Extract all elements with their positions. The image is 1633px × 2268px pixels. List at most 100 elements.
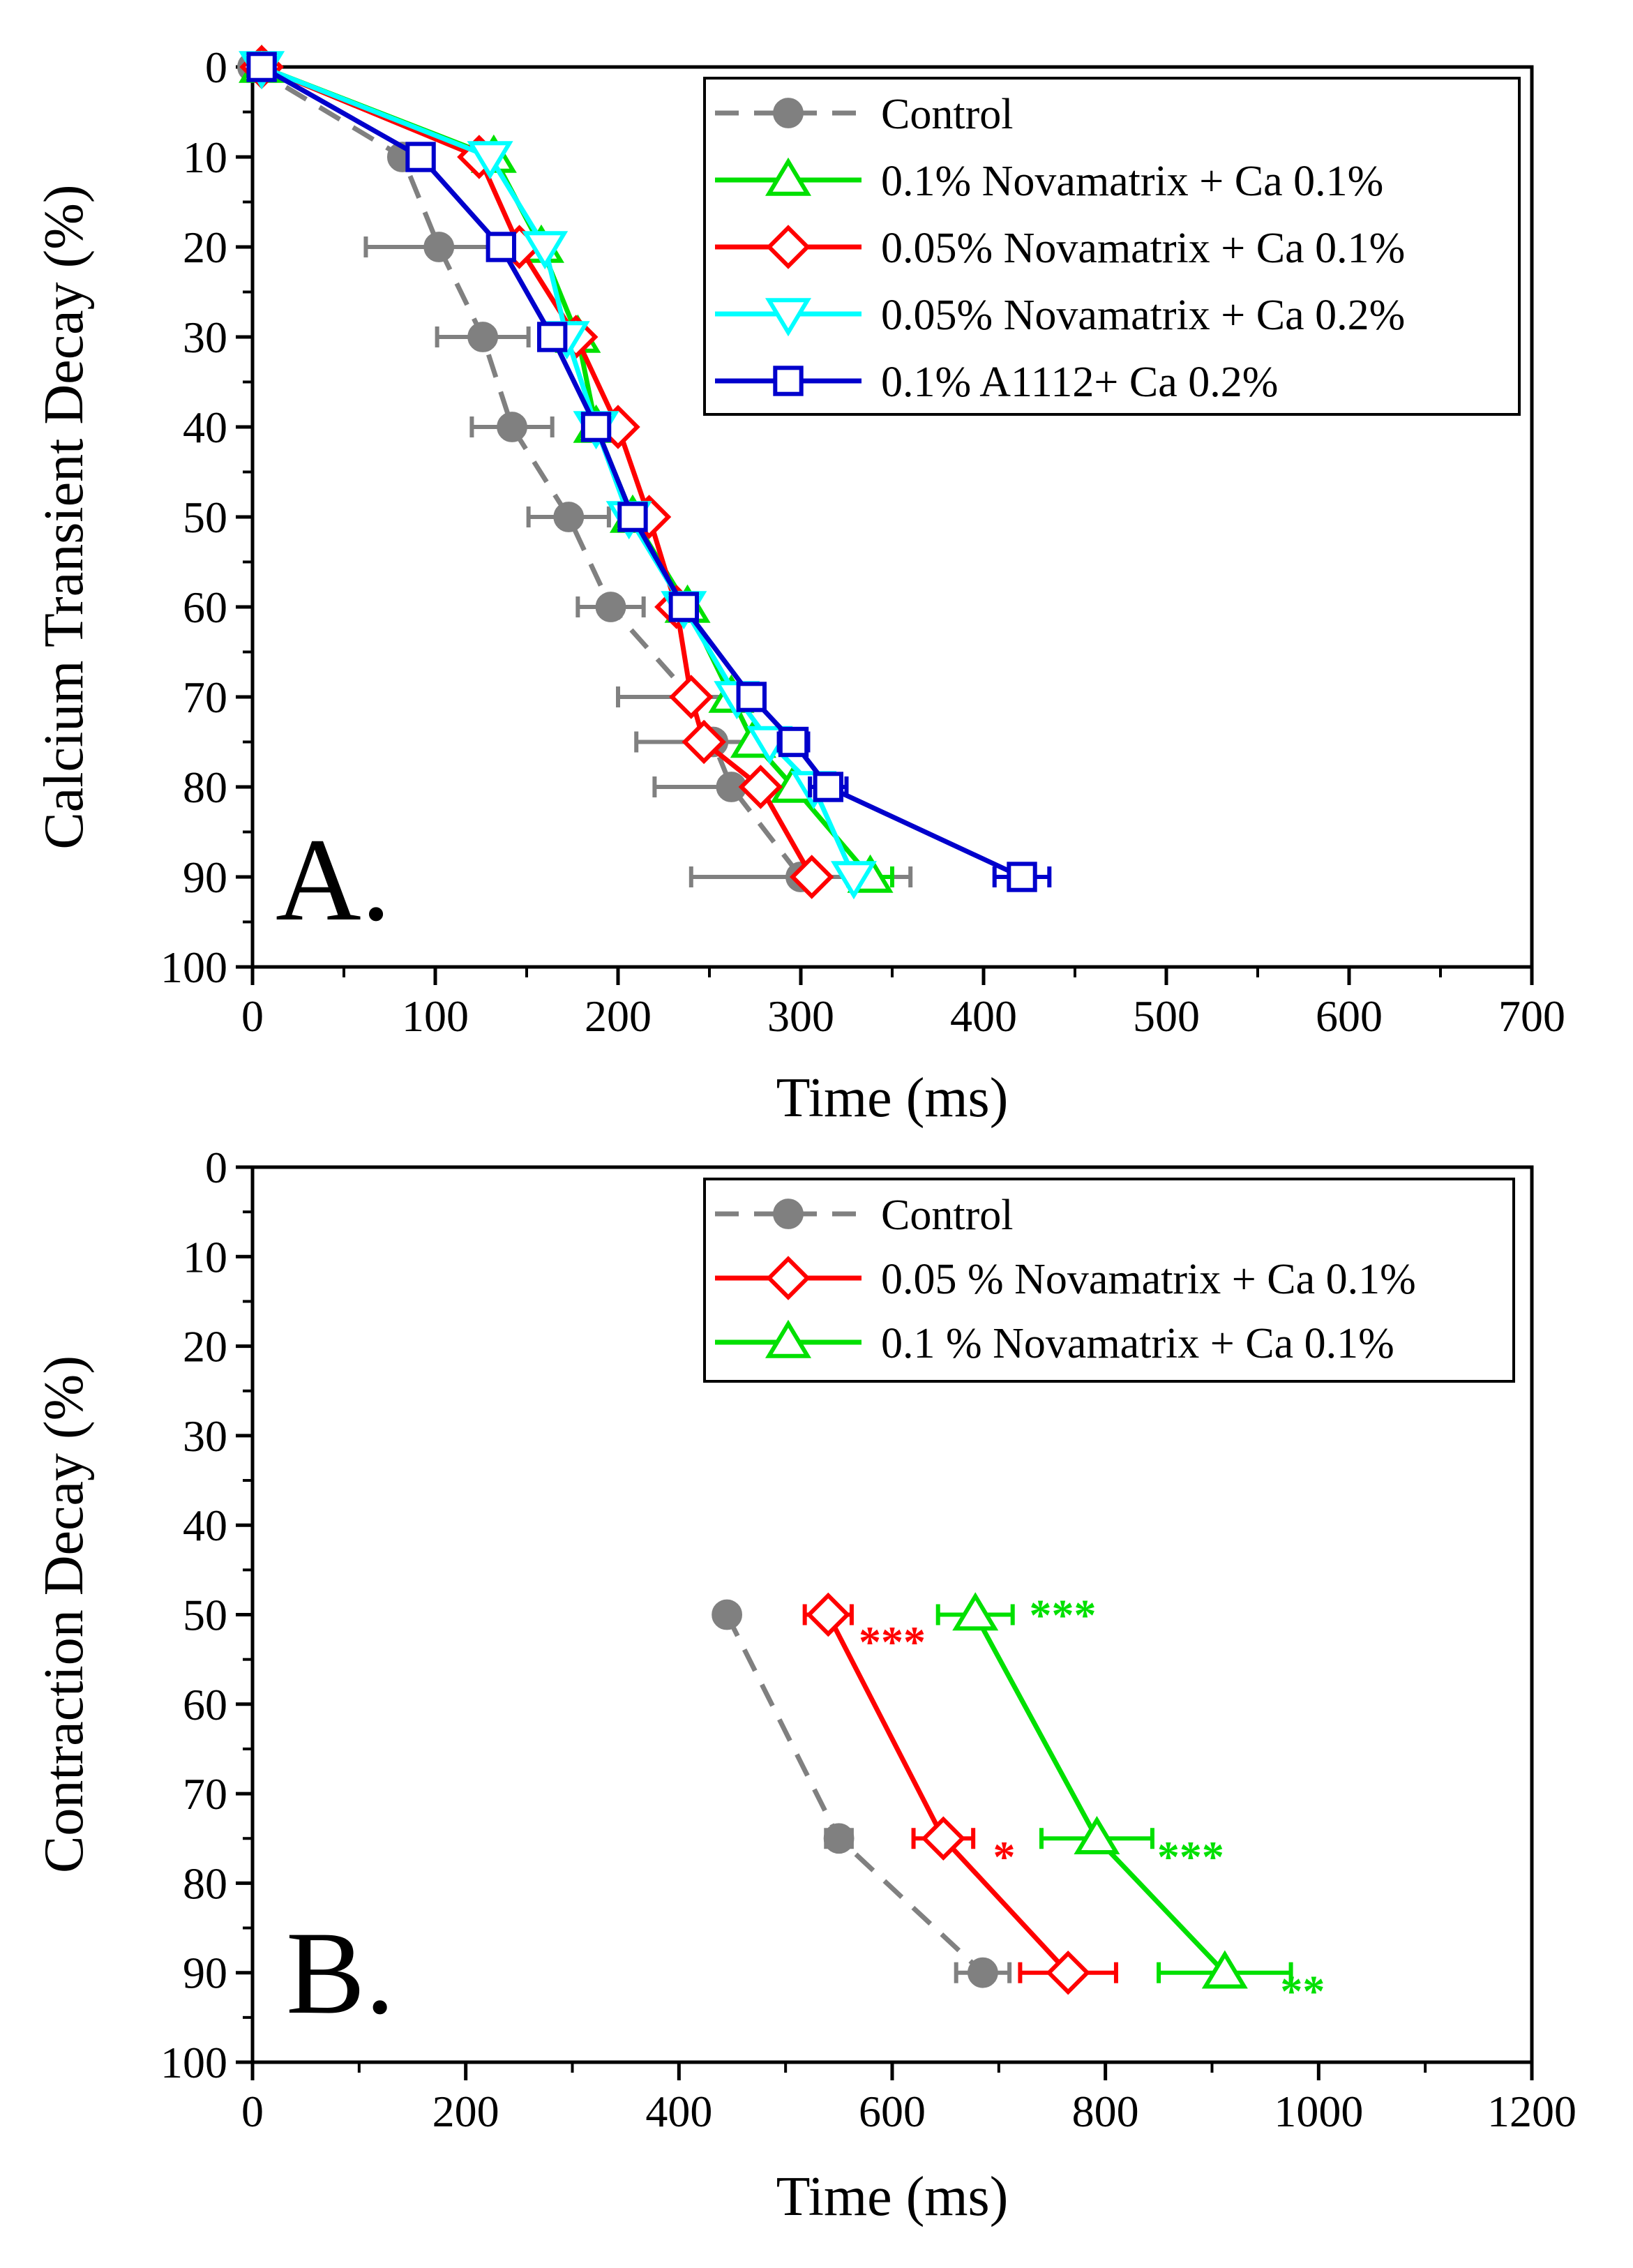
panel-a-series-0-line [251, 64, 803, 879]
panel-b-y-tick-label: 20 [183, 1322, 227, 1372]
panel-a-series-4-point [486, 232, 517, 262]
panel-b-y-tick-label: 0 [205, 1143, 227, 1192]
panel-b-x-tick-label: 200 [432, 2087, 499, 2136]
panel-a-series-2-point [789, 855, 834, 899]
panel-b-series [712, 1592, 1293, 1995]
panel-b-y-tick-label: 70 [183, 1769, 227, 1819]
panel-b-y-tick-label: 60 [183, 1680, 227, 1729]
panel-b-series-2-point [1201, 1950, 1248, 1989]
panel-a-y-tick-label: 10 [183, 133, 227, 182]
panel-a-legend-marker [773, 98, 804, 128]
panel-a-series-0-point [553, 502, 585, 532]
panel-b-legend: Control 0.05 % Novamatrix + Ca 0.1% 0.1 % … [703, 1178, 1515, 1383]
panel-a-series-3-point [467, 141, 513, 180]
panel-b-significance-annotation: *** [859, 1617, 926, 1667]
panel-b-x-tick-label: 1200 [1487, 2087, 1576, 2136]
panel-b-y-tick-label: 90 [183, 1948, 227, 1998]
panel-b-y-tick-label: 30 [183, 1411, 227, 1461]
panel-a-x-tick-label: 200 [585, 991, 652, 1041]
panel-b-legend-label: 0.1 % Novamatrix + Ca 0.1% [881, 1320, 1394, 1367]
panel-a-series-4-point [617, 502, 648, 532]
panel-b-label: B. [286, 1907, 395, 2038]
panel-a-series-4-point [668, 592, 700, 622]
panel-a-legend-label: 0.1% A1112+ Ca 0.2% [881, 359, 1278, 406]
panel-b-legend-item-0: Control [715, 1192, 1013, 1239]
panel-b-x-axis-title: Time (ms) [776, 2166, 1009, 2228]
panel-a-y-tick-label: 70 [183, 673, 227, 722]
panel-a-y-tick-label: 90 [183, 853, 227, 902]
panel-a-y-tick-label: 60 [183, 583, 227, 632]
panel-b-series-1 [802, 1592, 1118, 1995]
panel-b: 0 200 400 600 800 1000 1200 0 10 20 30 40 50 60 70 80 90… [33, 1143, 1576, 2228]
panel-a-legend-item-4: 0.1% A1112+ Ca 0.2% [715, 359, 1278, 406]
panel-a-legend-item-0: Control [715, 91, 1013, 138]
panel-a-series-4-point [580, 412, 612, 442]
panel-b-significance-annotation: *** [1157, 1832, 1224, 1882]
panel-a-x-tick-label: 500 [1133, 991, 1200, 1041]
panel-a-series-3-point [830, 861, 877, 900]
panel-b-significance-annotation: *** [1030, 1591, 1097, 1640]
panel-a-legend-label: 0.1% Novamatrix + Ca 0.1% [881, 158, 1383, 205]
panel-b-y-tick-label: 50 [183, 1591, 227, 1640]
panel-b-legend-marker [765, 1319, 812, 1358]
panel-a-y-axis-title: Calcium Transient Decay (%) [33, 184, 95, 849]
panel-b-y-tick-label: 40 [183, 1501, 227, 1550]
panel-b-legend-item-2: 0.1 % Novamatrix + Ca 0.1% [715, 1319, 1394, 1367]
panel-b-annotations: ******* ***** [859, 1591, 1325, 2016]
panel-a-x-tick-label: 300 [767, 991, 834, 1041]
panel-b-series-0-point [968, 1957, 998, 1988]
panel-b-x-tick-label: 400 [645, 2087, 712, 2136]
panel-a-y-tick-label: 20 [183, 223, 227, 272]
panel-a-y-tick-label: 100 [160, 943, 227, 992]
panel-a-series-0-point [595, 592, 626, 622]
panel-b-series-2-point [952, 1592, 999, 1631]
panel-a-series-0-point [497, 412, 527, 442]
panel-b-ticks: 0 200 400 600 800 1000 1200 0 10 20 30 40 50 60 70 80 90… [160, 1143, 1576, 2136]
panel-a-legend-marker [766, 225, 811, 269]
panel-a-legend-label: 0.05% Novamatrix + Ca 0.2% [881, 292, 1405, 339]
panel-b-series-2-point [1074, 1816, 1120, 1855]
panel-a-y-tick-label: 30 [183, 313, 227, 362]
panel-a-series-0-point [467, 322, 499, 352]
panel-a-legend-items: Control 0.1% Novamatrix + Ca 0.1% 0.05% No… [715, 91, 1405, 406]
panel-a-x-tick-label: 400 [950, 991, 1017, 1041]
panel-b-x-tick-label: 1000 [1274, 2087, 1363, 2136]
panel-a-x-axis-title: Time (ms) [776, 1067, 1009, 1129]
panel-a-x-tick-label: 700 [1498, 991, 1565, 1041]
panel-b-series-1-point [1046, 1950, 1090, 1995]
panel-a-series-4-point [246, 52, 277, 82]
panel-b-legend-items: Control 0.05 % Novamatrix + Ca 0.1% 0.1 % … [715, 1192, 1416, 1367]
panel-a-y-tick-label: 0 [205, 43, 227, 92]
panel-b-y-tick-label: 80 [183, 1858, 227, 1908]
panel-b-x-tick-label: 0 [241, 2087, 264, 2136]
panel-a-series [237, 44, 1052, 900]
panel-a-y-tick-label: 80 [183, 763, 227, 812]
panel-b-legend-marker [773, 1199, 804, 1229]
panel-a-series-4-point [1007, 862, 1037, 892]
panel-a-legend-marker [765, 157, 812, 196]
panel-a-y-tick-label: 50 [183, 493, 227, 542]
panel-a: 0 100 200 300 400 500 600 700 0 10 20 30 40 50 60 70 80 9… [33, 43, 1565, 1129]
panel-a-ticks: 0 100 200 300 400 500 600 700 0 10 20 30 40 50 60 70 80 9… [160, 43, 1565, 1041]
panel-b-series-0-point [712, 1599, 743, 1630]
panel-a-y-tick-label: 40 [183, 403, 227, 452]
panel-b-series-2 [935, 1592, 1293, 1989]
panel-a-series-4-point [778, 726, 809, 758]
panel-a-legend-item-3: 0.05% Novamatrix + Ca 0.2% [715, 292, 1405, 339]
panel-b-x-tick-label: 800 [1072, 2087, 1139, 2136]
panel-a-legend-item-1: 0.1% Novamatrix + Ca 0.1% [715, 157, 1383, 205]
panel-a-series-2-point [738, 765, 783, 809]
panel-a-series-4-point [736, 682, 767, 712]
panel-a-legend-marker [773, 366, 804, 396]
panel-a-series-2-point [669, 675, 714, 719]
panel-b-legend-item-1: 0.05 % Novamatrix + Ca 0.1% [715, 1256, 1416, 1303]
panel-b-x-tick-label: 600 [859, 2087, 926, 2136]
panel-a-legend-label: 0.05% Novamatrix + Ca 0.1% [881, 225, 1405, 272]
panel-a-series-2-point [682, 719, 726, 765]
panel-b-significance-annotation: ** [1280, 1966, 1325, 2015]
panel-a-legend-marker [765, 298, 812, 337]
panel-b-series-1-point [921, 1816, 966, 1861]
panel-a-series-3-point [522, 231, 569, 270]
panel-a-x-tick-label: 0 [241, 991, 264, 1041]
